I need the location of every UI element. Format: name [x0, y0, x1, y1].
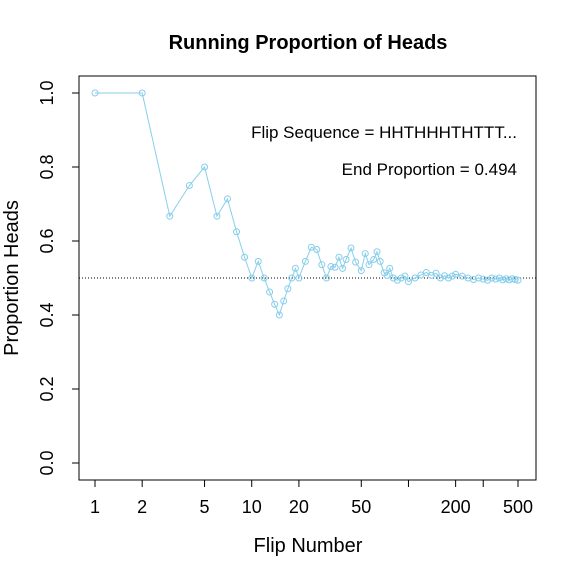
x-tick-label: 200	[441, 497, 471, 517]
x-tick-label: 20	[289, 497, 309, 517]
data-point	[185, 182, 193, 189]
data-point	[511, 275, 519, 283]
y-tick-label: 0.4	[37, 302, 57, 327]
data-point	[323, 274, 331, 282]
data-point	[291, 264, 299, 272]
data-point	[361, 250, 369, 258]
series-line-heads	[95, 92, 519, 317]
data-point	[91, 89, 99, 97]
data-point	[248, 274, 256, 282]
data-point	[488, 274, 496, 282]
x-tick-label: 50	[351, 497, 371, 517]
x-tick-label: 1	[90, 497, 100, 517]
series-points-heads	[91, 89, 522, 319]
data-point	[370, 256, 378, 263]
data-point	[417, 271, 425, 279]
x-axis: 1 2 5 10 20 50 200 500	[90, 479, 533, 517]
data-point	[233, 228, 241, 236]
annotation-flip-sequence: Flip Sequence = HHTHHHTHTTT...	[251, 123, 517, 142]
data-point	[313, 246, 321, 254]
data-point	[357, 267, 365, 275]
data-point	[383, 271, 391, 279]
data-point	[469, 275, 477, 283]
x-tick-label: 5	[200, 497, 210, 517]
data-point	[331, 263, 339, 271]
data-point	[397, 274, 405, 282]
data-point	[452, 270, 460, 278]
annotation-end-proportion: End Proportion = 0.494	[342, 160, 517, 179]
data-point	[266, 288, 274, 296]
data-point	[318, 261, 326, 269]
data-point	[260, 274, 268, 282]
data-point	[138, 89, 146, 97]
chart-title: Running Proportion of Heads	[169, 32, 448, 54]
y-axis: 0.0 0.2 0.4 0.6 0.8 1.0	[37, 80, 80, 476]
y-tick-label: 0.6	[37, 228, 57, 253]
data-point	[301, 257, 309, 265]
y-tick-label: 0.2	[37, 376, 57, 401]
data-point	[495, 274, 503, 282]
data-point	[271, 300, 279, 308]
x-tick-label: 500	[503, 497, 533, 517]
data-point	[448, 272, 456, 280]
data-point	[213, 212, 221, 220]
data-point	[422, 268, 430, 276]
data-point	[284, 285, 292, 293]
data-point	[339, 264, 347, 272]
y-axis-label: Proportion Heads	[1, 200, 23, 356]
data-point	[347, 244, 355, 252]
data-point	[393, 276, 401, 284]
data-point	[327, 263, 335, 271]
data-point	[441, 272, 449, 280]
data-point	[254, 257, 262, 265]
data-point	[201, 163, 209, 171]
y-tick-label: 0.8	[37, 154, 57, 179]
data-point	[223, 195, 231, 203]
data-point	[479, 275, 487, 283]
data-point	[411, 274, 419, 282]
data-point	[475, 274, 483, 282]
data-point	[376, 257, 384, 265]
data-point	[373, 248, 381, 256]
data-point	[444, 274, 452, 282]
data-point	[389, 274, 397, 282]
data-point	[241, 253, 249, 261]
data-point	[352, 258, 360, 266]
data-point	[365, 261, 373, 269]
y-tick-label: 0.0	[37, 450, 57, 475]
y-tick-label: 1.0	[37, 80, 57, 105]
x-tick-label: 10	[242, 497, 262, 517]
data-point	[484, 276, 492, 284]
data-point	[401, 272, 409, 280]
data-point	[275, 311, 283, 319]
data-point	[166, 212, 174, 220]
data-point	[280, 297, 288, 305]
data-point	[432, 269, 440, 277]
data-point	[295, 274, 303, 282]
data-point	[342, 256, 350, 263]
data-point	[335, 253, 343, 261]
data-point	[386, 264, 394, 272]
data-point	[492, 275, 500, 283]
x-axis-label: Flip Number	[254, 535, 363, 557]
data-point	[404, 278, 412, 286]
data-point	[514, 276, 522, 284]
data-point	[436, 274, 444, 282]
x-tick-label: 2	[137, 497, 147, 517]
data-point	[288, 274, 296, 282]
